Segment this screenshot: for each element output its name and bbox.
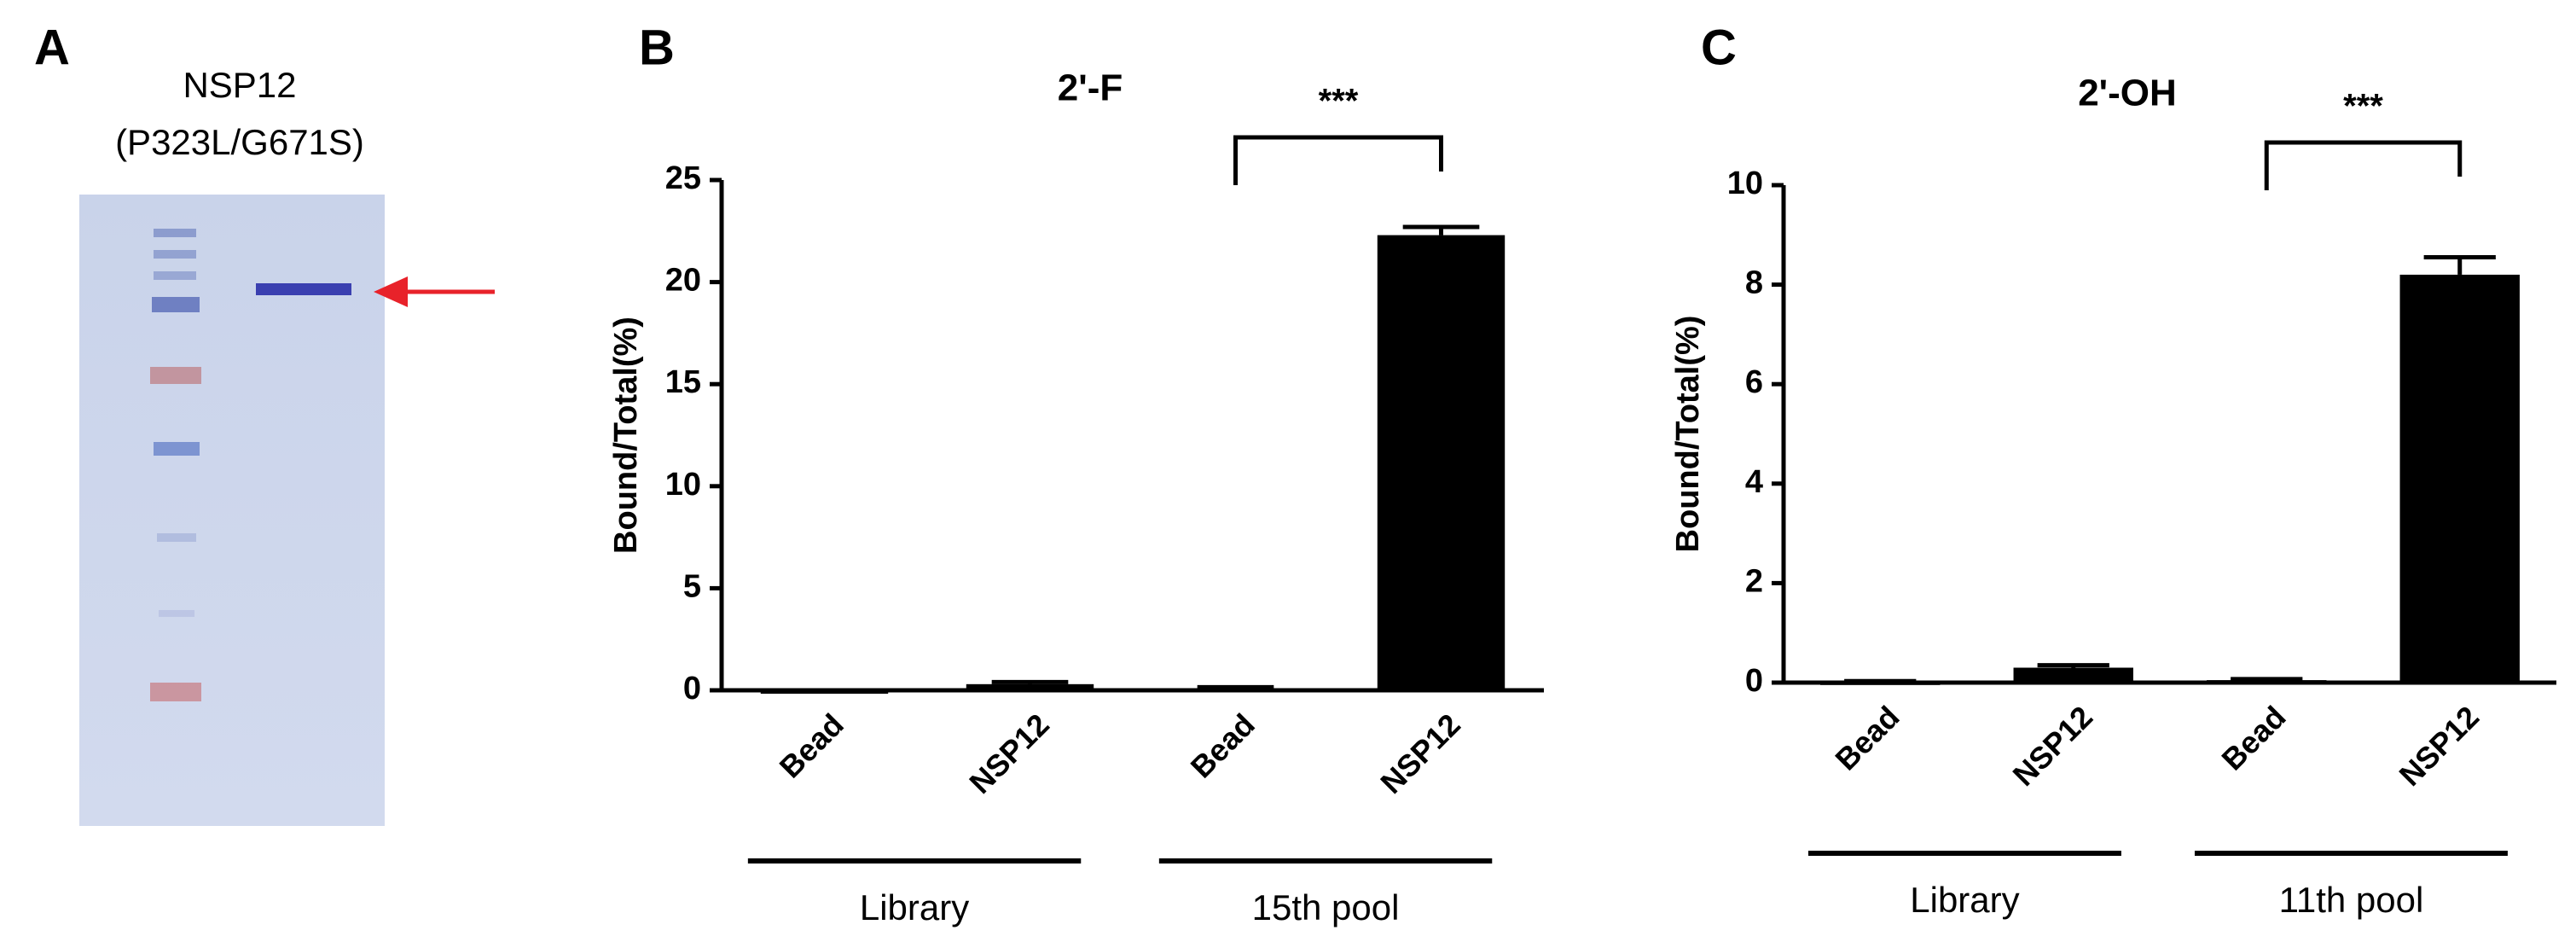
y-tick-label: 25: [665, 160, 701, 196]
y-tick-label: 8: [1745, 265, 1763, 301]
arrow: [374, 276, 495, 307]
panel-label: A: [34, 20, 70, 75]
y-tick-label: 6: [1745, 364, 1763, 400]
y-tick-label: 15: [665, 364, 701, 400]
panel-label: B: [639, 20, 675, 75]
x-tick-label: NSP12: [962, 706, 1056, 800]
group-label: Library: [1910, 880, 2019, 920]
significance-label: ***: [1319, 83, 1359, 120]
y-tick-label: 0: [1745, 663, 1763, 699]
bar: [2013, 667, 2133, 683]
x-tick-label: Bead: [2214, 699, 2292, 776]
y-axis-label: Bound/Total(%): [608, 317, 644, 554]
gel-title: (P323L/G671S): [115, 122, 364, 162]
bar: [1171, 688, 1300, 692]
significance-label: ***: [2343, 88, 2383, 125]
bar: [966, 683, 1094, 690]
x-tick-label: NSP12: [1373, 706, 1467, 800]
chart-title: 2'-F: [1058, 67, 1123, 109]
y-axis-label: Bound/Total(%): [1670, 316, 1706, 553]
x-tick-label: Bead: [1828, 699, 1906, 776]
panel-label: C: [1701, 20, 1737, 75]
y-tick-label: 0: [683, 671, 701, 706]
y-tick-label: 5: [683, 568, 701, 604]
y-tick-label: 10: [665, 467, 701, 503]
group-label: 11th pool: [2279, 880, 2424, 920]
y-tick-label: 2: [1745, 563, 1763, 599]
group-label: 15th pool: [1252, 887, 1400, 927]
y-tick-label: 20: [665, 263, 701, 299]
x-tick-label: NSP12: [2392, 699, 2486, 793]
bar: [1377, 235, 1506, 691]
y-tick-label: 10: [1727, 166, 1763, 201]
significance-bracket: [2264, 140, 2463, 190]
x-tick-label: Bead: [1184, 706, 1262, 784]
gel-image: [79, 195, 385, 826]
x-tick-label: Bead: [773, 706, 850, 784]
chart-title: 2'-OH: [2078, 73, 2177, 114]
bar: [1820, 681, 1941, 685]
x-tick-label: NSP12: [2005, 699, 2099, 793]
bar: [2207, 680, 2327, 684]
significance-bracket: [1233, 135, 1443, 185]
group-label: Library: [860, 887, 969, 927]
gel-title: NSP12: [183, 65, 296, 105]
bar: [2399, 274, 2520, 683]
y-tick-label: 4: [1745, 464, 1763, 500]
